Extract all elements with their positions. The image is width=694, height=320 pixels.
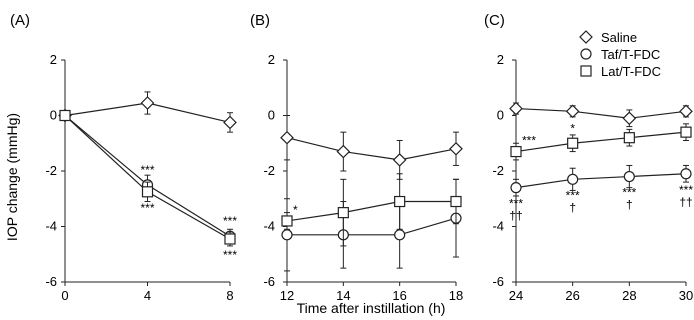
- y-tick-label: 2: [497, 52, 504, 67]
- series-taf-t-fdc: [281, 178, 462, 272]
- point-saline-panel-2-3: [449, 141, 463, 156]
- series-line-saline: [515, 107, 687, 119]
- y-tick-label: 0: [50, 108, 57, 123]
- significance-marker: *: [293, 203, 298, 217]
- significance-marker: ***: [566, 188, 580, 202]
- significance-marker: ***: [223, 248, 237, 262]
- point-lat-t-fdc-panel-1-2: [224, 233, 236, 245]
- point-taf-t-fdc-panel-2-2: [394, 229, 406, 241]
- point-lat-t-fdc-panel-2-0: [281, 215, 293, 227]
- point-saline-panel-3-3: [679, 104, 693, 119]
- x-tick-label: 14: [336, 288, 350, 303]
- series-saline: [509, 101, 693, 128]
- point-lat-t-fdc-panel-3-0: [510, 145, 522, 158]
- point-taf-t-fdc-panel-3-3: [680, 168, 692, 180]
- x-tick-label: 28: [622, 288, 636, 303]
- y-axis-title: IOP change (mmHg): [4, 113, 20, 241]
- point-saline-panel-1-2: [223, 115, 237, 130]
- series-line-saline: [286, 137, 457, 161]
- legend-label: Lat/T-FDC: [601, 64, 661, 79]
- series-lat-t-fdc: [510, 123, 692, 161]
- point-lat-t-fdc-panel-1-1: [141, 186, 154, 198]
- significance-marker: ††: [509, 209, 522, 223]
- significance-marker: ***: [140, 163, 154, 177]
- series-line-taf-t-fdc: [287, 217, 457, 236]
- point-lat-t-fdc-panel-1-0: [59, 109, 71, 122]
- point-lat-t-fdc-panel-3-2: [623, 132, 635, 144]
- point-legend-lat-t-fdc-panel-0-2: [580, 65, 592, 77]
- y-tick-label: 0: [497, 108, 504, 123]
- x-tick-label: 4: [144, 288, 151, 303]
- significance-marker: ***: [679, 183, 693, 197]
- panel-3: (C)20-2-4-624 26 28 30*******††***†***†***†…: [484, 12, 693, 303]
- x-tick-label: 16: [392, 288, 406, 303]
- series-lat-t-fdc: [281, 173, 462, 247]
- y-tick-label: -2: [492, 163, 504, 178]
- x-tick-label: 0: [61, 288, 68, 303]
- point-taf-t-fdc-panel-3-1: [567, 173, 579, 185]
- point-legend-saline-panel-0-0: [579, 30, 593, 44]
- y-tick-label: 0: [268, 108, 275, 123]
- series-line-lat-t-fdc: [515, 131, 687, 153]
- significance-marker: ***: [522, 134, 536, 148]
- legend: Saline Taf/T-FDC Lat/T-FDC: [579, 30, 661, 79]
- point-lat-t-fdc-panel-2-3: [450, 195, 462, 208]
- significance-marker: ***: [140, 201, 154, 215]
- x-axis-title: Time after instillation (h): [297, 300, 446, 316]
- series-saline: [58, 91, 237, 133]
- point-saline-panel-3-0: [509, 101, 523, 116]
- point-saline-panel-2-1: [336, 144, 351, 159]
- y-tick-label: 2: [50, 52, 57, 67]
- y-tick-label: -6: [492, 274, 504, 289]
- y-tick-label: -4: [492, 219, 504, 234]
- point-lat-t-fdc-panel-3-3: [680, 126, 692, 138]
- legend-label: Saline: [601, 30, 637, 45]
- series-saline: [280, 115, 463, 180]
- chart-panels: (A) 2 0 -2 -4 -6 0 4 8 *** *** *** *** (B) 2 0 -2 -4 -6 12 1…: [10, 12, 693, 303]
- panel-label: (C): [484, 12, 505, 29]
- point-lat-t-fdc-panel-2-2: [394, 195, 406, 208]
- x-tick-label: 18: [449, 288, 463, 303]
- x-tick-label: 24: [509, 288, 523, 303]
- y-tick-label: -6: [45, 274, 57, 289]
- significance-marker: †: [626, 198, 633, 212]
- x-tick-label: 12: [280, 288, 294, 303]
- x-tick-label: 30: [679, 288, 693, 303]
- panel-1: (A) 2 0 -2 -4 -6 0 4 8 *** *** *** ***: [10, 12, 237, 303]
- significance-marker: *: [570, 121, 575, 135]
- series-line-lat-t-fdc: [286, 200, 456, 222]
- significance-marker: ††: [679, 195, 692, 209]
- point-taf-t-fdc-panel-3-2: [623, 170, 635, 183]
- x-tick-label: 8: [226, 288, 233, 303]
- y-tick-label: -4: [45, 219, 57, 234]
- point-saline-panel-3-1: [565, 104, 580, 119]
- series-taf-t-fdc: [510, 164, 692, 197]
- point-saline-panel-3-2: [622, 111, 637, 126]
- point-lat-t-fdc-panel-3-1: [567, 137, 579, 149]
- point-saline-panel-2-0: [280, 130, 294, 145]
- y-tick-label: -2: [263, 163, 275, 178]
- y-tick-label: 2: [268, 52, 275, 67]
- point-saline-panel-2-2: [392, 153, 407, 167]
- significance-marker: †: [569, 200, 576, 214]
- series-lat-t-fdc: [59, 109, 236, 247]
- panel-label: (A): [10, 12, 30, 29]
- panel-2: (B) 2 0 -2 -4 -6 12 14 16 18 *: [250, 12, 463, 303]
- significance-marker: ***: [622, 186, 636, 200]
- point-legend-taf-t-fdc-panel-0-1: [580, 48, 592, 60]
- point-lat-t-fdc-panel-2-1: [337, 207, 349, 219]
- y-tick-label: -6: [263, 274, 275, 289]
- y-tick-label: -2: [45, 163, 57, 178]
- series-line-taf-t-fdc: [515, 173, 687, 189]
- point-taf-t-fdc-panel-2-0: [281, 229, 293, 241]
- legend-label: Taf/T-FDC: [601, 47, 660, 62]
- significance-marker: ***: [223, 214, 237, 228]
- point-taf-t-fdc-panel-3-0: [510, 182, 522, 194]
- significance-marker: ***: [509, 197, 523, 211]
- y-tick-label: -4: [263, 219, 275, 234]
- panel-label: (B): [250, 12, 270, 29]
- x-tick-label: 26: [565, 288, 579, 303]
- point-saline-panel-1-1: [140, 96, 155, 110]
